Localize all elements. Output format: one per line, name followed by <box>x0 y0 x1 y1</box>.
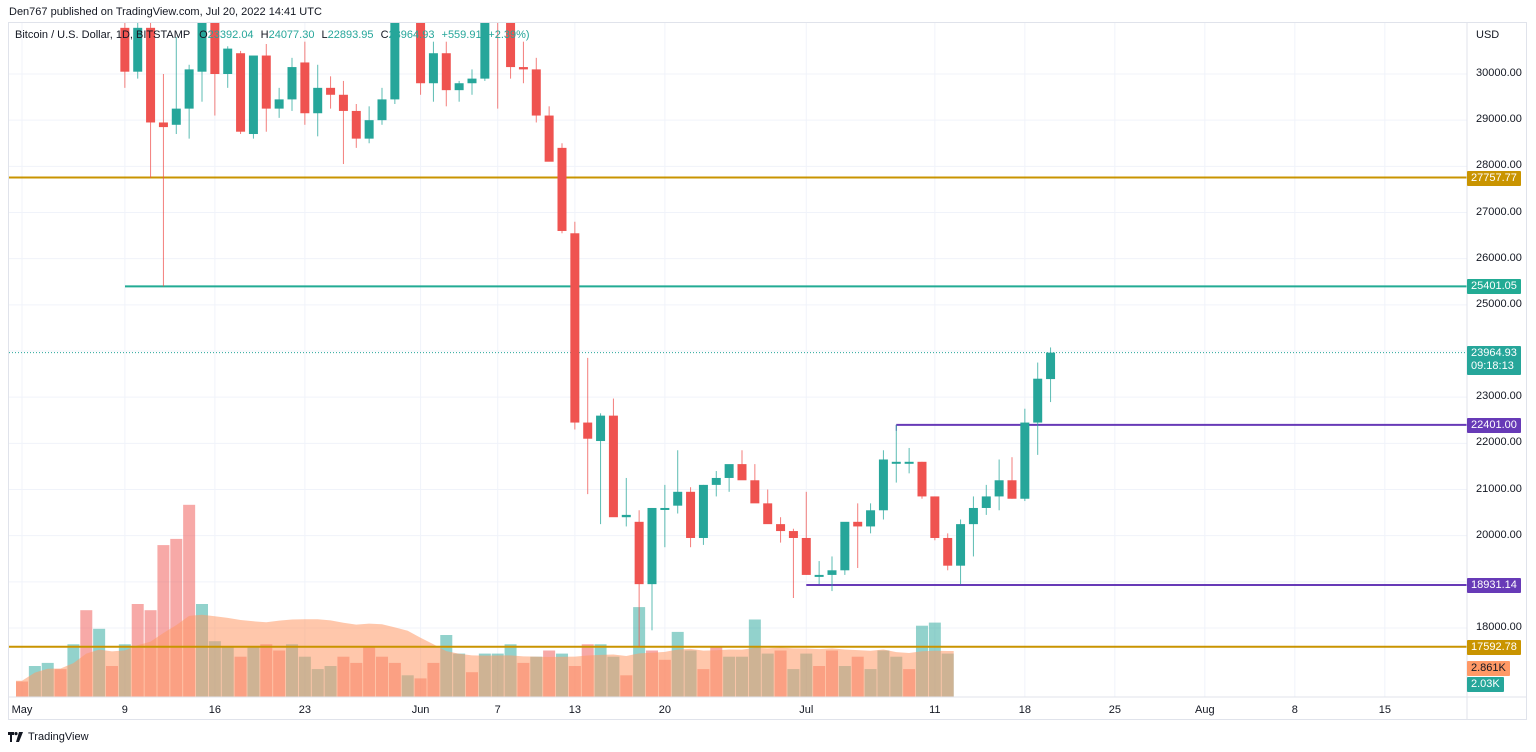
close-value: 23964.93 <box>388 29 435 41</box>
time-tick: Aug <box>1195 704 1215 716</box>
ohlc-legend: Bitcoin / U.S. Dollar, 1D, BITSTAMP O233… <box>15 29 530 41</box>
bar-countdown: 09:18:13 <box>1471 359 1514 372</box>
open-value: 23392.04 <box>207 29 254 41</box>
price-tag: 27757.77 <box>1467 170 1521 186</box>
brand-name: TradingView <box>28 731 89 743</box>
time-tick: 7 <box>494 704 501 716</box>
time-tick: Jul <box>799 704 814 716</box>
currency-label: USD <box>1476 29 1500 41</box>
time-tick: 9 <box>121 704 128 716</box>
price-tick: 22000.00 <box>1476 436 1522 449</box>
price-tag: 23964.93 09:18:13 <box>1467 345 1521 375</box>
tradingview-brand[interactable]: TradingView <box>8 731 89 743</box>
time-tick: Jun <box>411 704 430 716</box>
price-tag: 2.03K <box>1467 677 1504 692</box>
price-tick: 18000.00 <box>1476 621 1522 633</box>
price-tag: 25401.05 <box>1467 279 1521 295</box>
price-tag: 22401.00 <box>1467 417 1521 433</box>
time-tick: 20 <box>658 704 671 716</box>
price-tick: 23000.00 <box>1476 390 1522 403</box>
high-label: H <box>260 29 269 41</box>
low-label: L <box>321 29 328 41</box>
price-tick: 27000.00 <box>1476 205 1522 218</box>
time-tick: 18 <box>1018 704 1031 716</box>
price-tick: 30000.00 <box>1476 67 1522 79</box>
high-value: 24077.30 <box>268 29 315 41</box>
close-label: C <box>380 29 389 41</box>
time-tick: 16 <box>208 704 221 716</box>
publisher-line: Den767 published on TradingView.com, Jul… <box>9 6 322 18</box>
price-tag: 17592.78 <box>1467 639 1521 655</box>
price-tick: 28000.00 <box>1476 159 1522 172</box>
time-tick: 25 <box>1108 704 1121 716</box>
chart-frame <box>8 22 1527 720</box>
time-tick: May <box>11 704 33 716</box>
time-tick: 13 <box>568 704 581 716</box>
low-value: 22893.95 <box>327 29 374 41</box>
price-tick: 29000.00 <box>1476 113 1522 126</box>
time-tick: 15 <box>1378 704 1391 716</box>
symbol-title[interactable]: Bitcoin / U.S. Dollar, 1D, BITSTAMP <box>15 29 191 41</box>
change-value: +559.91 (+2.39%) <box>441 29 530 41</box>
time-tick: 23 <box>298 704 311 716</box>
open-label: O <box>199 29 208 41</box>
price-tick: 25000.00 <box>1476 297 1522 310</box>
tradingview-logo-icon <box>8 732 23 742</box>
price-tag: 18931.14 <box>1467 578 1521 594</box>
price-tick: 21000.00 <box>1476 482 1522 495</box>
price-tag: 2.861K <box>1467 661 1510 676</box>
price-tick: 20000.00 <box>1476 528 1522 541</box>
time-tick: 11 <box>929 704 941 716</box>
time-tick: 8 <box>1291 704 1298 716</box>
price-tick: 26000.00 <box>1476 251 1522 264</box>
